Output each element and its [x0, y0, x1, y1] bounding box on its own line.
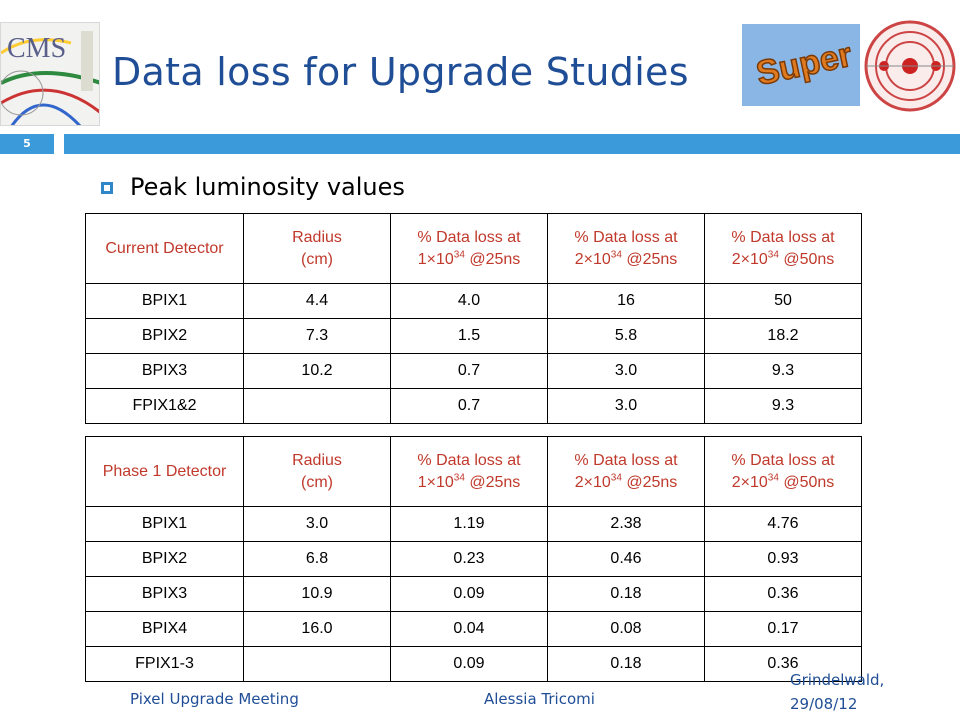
cell: 9.3 [704, 388, 862, 424]
bullet-text: Peak luminosity values [130, 173, 405, 201]
header-loss-2e34-50ns: % Data loss at 2×1034 @50ns [704, 213, 862, 284]
header-loss-2e34-50ns: % Data loss at 2×1034 @50ns [704, 436, 862, 507]
header-loss-2e34-25ns: % Data loss at 2×1034 @25ns [547, 213, 705, 284]
cell: 1.19 [390, 506, 548, 542]
cell: 0.09 [390, 646, 548, 682]
cell: 6.8 [243, 541, 391, 577]
cell: 0.46 [547, 541, 705, 577]
cell: 0.17 [704, 611, 862, 647]
table-row: BPIX1 3.0 1.19 2.38 4.76 [85, 506, 862, 542]
cell: 2.38 [547, 506, 705, 542]
cell: 3.0 [547, 388, 705, 424]
cell: 9.3 [704, 353, 862, 389]
accelerator-ring-logo [860, 14, 960, 118]
cell: 16 [547, 283, 705, 319]
table-header-row: Phase 1 Detector Radius (cm) % Data loss … [85, 436, 862, 507]
cell: 50 [704, 283, 862, 319]
table-row: BPIX3 10.9 0.09 0.18 0.36 [85, 576, 862, 612]
cell: BPIX4 [85, 611, 244, 647]
cell: 10.2 [243, 353, 391, 389]
cell: 7.3 [243, 318, 391, 354]
header-radius: Radius (cm) [243, 436, 391, 507]
header-loss-1e34-25ns: % Data loss at 1×1034 @25ns [390, 436, 548, 507]
cell: 4.0 [390, 283, 548, 319]
cms-logo-text: CMS [7, 33, 67, 64]
cell: BPIX1 [85, 283, 244, 319]
cms-logo: CMS [0, 22, 100, 126]
cell: FPIX1-3 [85, 646, 244, 682]
table-row: FPIX1&2 0.7 3.0 9.3 [85, 388, 862, 424]
cell: 0.18 [547, 576, 705, 612]
footer-date: 29/08/12 [790, 695, 858, 713]
cell: 5.8 [547, 318, 705, 354]
bullet-peak-luminosity: Peak luminosity values [100, 172, 405, 202]
footer-place: Grindelwald, [790, 671, 885, 689]
cell: 0.7 [390, 353, 548, 389]
cell: BPIX3 [85, 353, 244, 389]
header-loss-1e34-25ns: % Data loss at 1×1034 @25ns [390, 213, 548, 284]
cell: 1.5 [390, 318, 548, 354]
current-detector-table: Current Detector Radius (cm) % Data loss … [85, 213, 862, 424]
cell: FPIX1&2 [85, 388, 244, 424]
table-row: BPIX2 6.8 0.23 0.46 0.93 [85, 541, 862, 577]
footer-meeting: Pixel Upgrade Meeting [130, 690, 299, 708]
header-radius: Radius (cm) [243, 213, 391, 284]
super-logo: Super [742, 24, 860, 106]
phase1-detector-table: Phase 1 Detector Radius (cm) % Data loss … [85, 436, 862, 682]
cell: 0.36 [704, 576, 862, 612]
table-header-row: Current Detector Radius (cm) % Data loss … [85, 213, 862, 284]
table-row: BPIX1 4.4 4.0 16 50 [85, 283, 862, 319]
cell: BPIX2 [85, 541, 244, 577]
cell: 0.93 [704, 541, 862, 577]
table-row: BPIX3 10.2 0.7 3.0 9.3 [85, 353, 862, 389]
square-bullet-icon [100, 180, 114, 194]
cell: 0.04 [390, 611, 548, 647]
cell: BPIX3 [85, 576, 244, 612]
cell: 10.9 [243, 576, 391, 612]
cell: 16.0 [243, 611, 391, 647]
cell: BPIX1 [85, 506, 244, 542]
cell: 4.76 [704, 506, 862, 542]
table-row: BPIX4 16.0 0.04 0.08 0.17 [85, 611, 862, 647]
cell: 0.08 [547, 611, 705, 647]
cell [243, 646, 391, 682]
page-number: 5 [0, 134, 54, 154]
header-detector: Current Detector [85, 213, 244, 284]
header-detector: Phase 1 Detector [85, 436, 244, 507]
footer-author: Alessia Tricomi [484, 690, 595, 708]
cell: 0.09 [390, 576, 548, 612]
cell [243, 388, 391, 424]
cell: 0.18 [547, 646, 705, 682]
page-title: Data loss for Upgrade Studies [112, 50, 689, 94]
cell: 0.23 [390, 541, 548, 577]
cell: 4.4 [243, 283, 391, 319]
cell: 3.0 [547, 353, 705, 389]
cell: 0.7 [390, 388, 548, 424]
cell: 0.36 [704, 646, 862, 682]
footer-place-date: Grindelwald, 29/08/12 [790, 668, 930, 716]
cell: 3.0 [243, 506, 391, 542]
cell: 18.2 [704, 318, 862, 354]
table-row: FPIX1-3 0.09 0.18 0.36 [85, 646, 862, 682]
title-divider-bar [64, 134, 960, 154]
table-row: BPIX2 7.3 1.5 5.8 18.2 [85, 318, 862, 354]
header-loss-2e34-25ns: % Data loss at 2×1034 @25ns [547, 436, 705, 507]
cell: BPIX2 [85, 318, 244, 354]
